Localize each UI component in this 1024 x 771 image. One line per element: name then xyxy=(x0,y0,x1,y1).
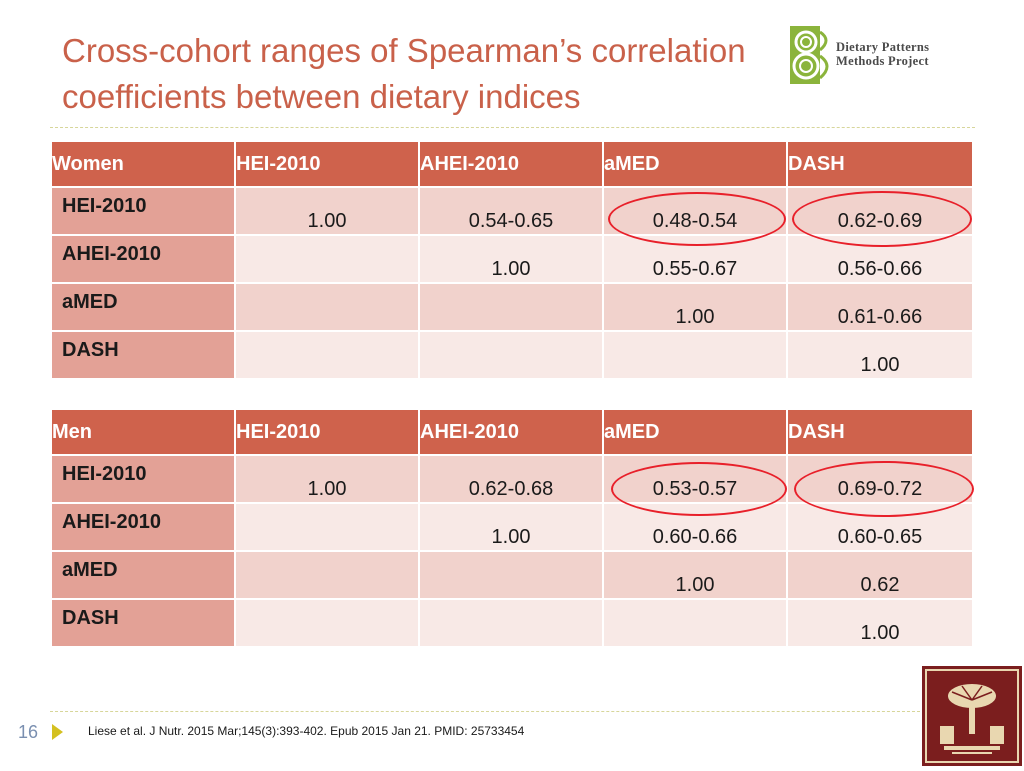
row-label: AHEI-2010 xyxy=(52,504,234,550)
table-cell: 0.54-0.65 xyxy=(420,188,602,234)
arrow-right-icon xyxy=(52,724,63,740)
men-col-hei: HEI-2010 xyxy=(236,410,418,454)
table-cell: 1.00 xyxy=(788,600,972,646)
logo-mark-icon xyxy=(790,26,829,84)
table-cell xyxy=(420,284,602,330)
title-divider xyxy=(50,127,975,128)
title-line-1: Cross-cohort ranges of Spearman’s correl… xyxy=(62,32,746,69)
table-cell xyxy=(236,600,418,646)
title-line-2: coefficients between dietary indices xyxy=(62,78,581,115)
women-col-dash: DASH xyxy=(788,142,972,186)
footer-divider xyxy=(50,711,920,712)
row-label: DASH xyxy=(52,332,234,378)
women-table: Women HEI-2010 AHEI-2010 aMED DASH HEI-2… xyxy=(50,140,974,380)
table-row: AHEI-2010 1.00 0.55-0.67 0.56-0.66 xyxy=(52,236,972,282)
slide-title: Cross-cohort ranges of Spearman’s correl… xyxy=(62,28,822,120)
highlight-ring-men-amed xyxy=(611,462,787,516)
men-header-row: Men HEI-2010 AHEI-2010 aMED DASH xyxy=(52,410,972,454)
table-cell: 1.00 xyxy=(420,504,602,550)
row-label: HEI-2010 xyxy=(52,188,234,234)
table-cell xyxy=(420,600,602,646)
table-row: AHEI-2010 1.00 0.60-0.66 0.60-0.65 xyxy=(52,504,972,550)
palmetto-seal-icon xyxy=(925,669,1019,763)
university-seal-logo xyxy=(922,666,1022,766)
table-row: aMED 1.00 0.61-0.66 xyxy=(52,284,972,330)
women-corner-header: Women xyxy=(52,142,234,186)
row-label: aMED xyxy=(52,552,234,598)
table-cell: 1.00 xyxy=(788,332,972,378)
citation: Liese et al. J Nutr. 2015 Mar;145(3):393… xyxy=(88,724,525,738)
page-number: 16 xyxy=(18,722,39,742)
table-row: DASH 1.00 xyxy=(52,600,972,646)
dietary-patterns-logo: Dietary Patterns Methods Project xyxy=(790,26,970,84)
table-cell xyxy=(236,552,418,598)
table-cell: 1.00 xyxy=(236,188,418,234)
table-cell: 1.00 xyxy=(236,456,418,502)
row-label: aMED xyxy=(52,284,234,330)
women-col-hei: HEI-2010 xyxy=(236,142,418,186)
table-cell xyxy=(420,332,602,378)
men-col-ahei: AHEI-2010 xyxy=(420,410,602,454)
table-cell xyxy=(604,600,786,646)
table-cell xyxy=(236,332,418,378)
row-label: AHEI-2010 xyxy=(52,236,234,282)
highlight-ring-women-dash xyxy=(792,191,972,247)
table-cell: 1.00 xyxy=(604,284,786,330)
women-header-row: Women HEI-2010 AHEI-2010 aMED DASH xyxy=(52,142,972,186)
men-col-amed: aMED xyxy=(604,410,786,454)
logo-line-1: Dietary Patterns xyxy=(836,40,930,54)
table-cell: 1.00 xyxy=(604,552,786,598)
row-label: DASH xyxy=(52,600,234,646)
highlight-ring-men-dash xyxy=(794,461,974,517)
men-corner-header: Men xyxy=(52,410,234,454)
men-col-dash: DASH xyxy=(788,410,972,454)
table-cell: 0.61-0.66 xyxy=(788,284,972,330)
table-cell xyxy=(236,284,418,330)
table-cell: 0.62 xyxy=(788,552,972,598)
women-col-amed: aMED xyxy=(604,142,786,186)
table-cell xyxy=(236,504,418,550)
men-table: Men HEI-2010 AHEI-2010 aMED DASH HEI-201… xyxy=(50,408,974,648)
table-row: DASH 1.00 xyxy=(52,332,972,378)
table-row: aMED 1.00 0.62 xyxy=(52,552,972,598)
row-label: HEI-2010 xyxy=(52,456,234,502)
women-col-ahei: AHEI-2010 xyxy=(420,142,602,186)
highlight-ring-women-amed xyxy=(608,192,786,246)
logo-text: Dietary Patterns Methods Project xyxy=(836,40,929,68)
table-cell: 0.62-0.68 xyxy=(420,456,602,502)
table-cell xyxy=(236,236,418,282)
table-cell: 1.00 xyxy=(420,236,602,282)
table-cell xyxy=(420,552,602,598)
table-cell xyxy=(604,332,786,378)
logo-line-2: Methods Project xyxy=(836,54,929,68)
